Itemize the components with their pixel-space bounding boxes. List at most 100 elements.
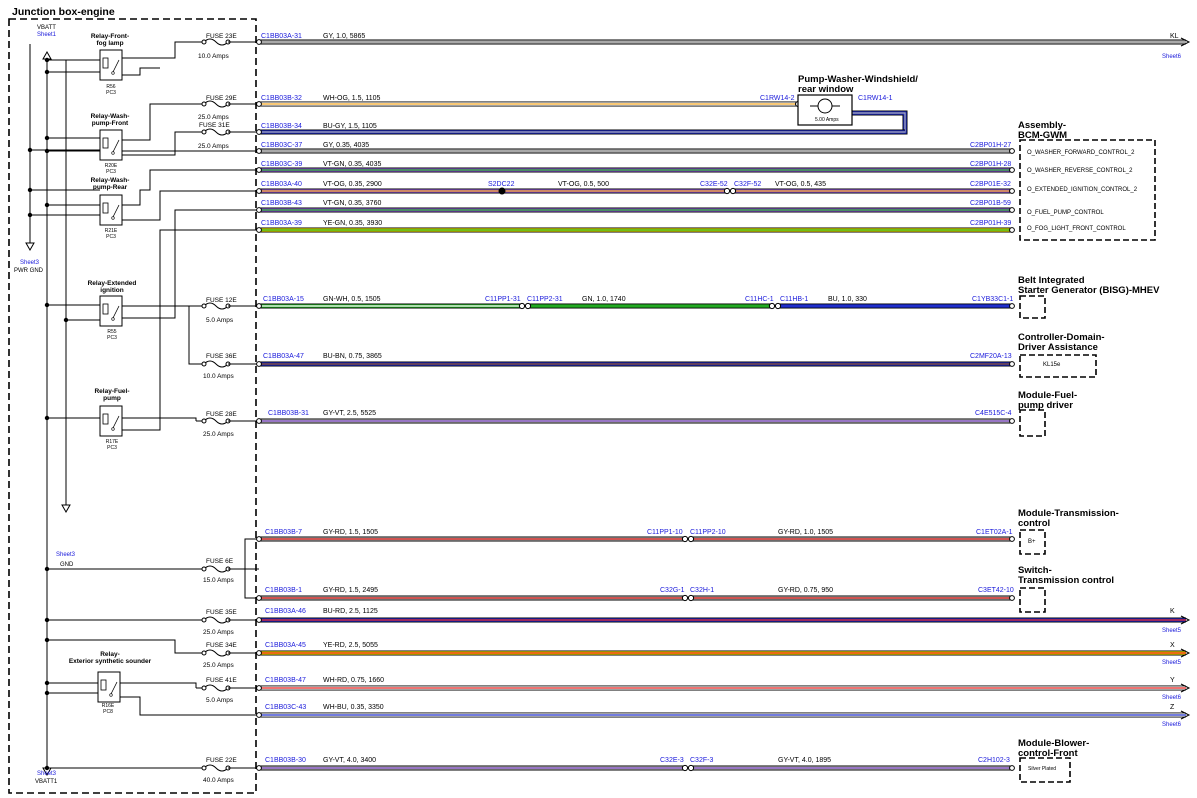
wire-15-spec: WH-RD, 0.75, 1660 bbox=[323, 677, 384, 684]
wire-11-mid-conn-b[interactable]: C11PP2-10 bbox=[690, 529, 726, 536]
wire-16-sheet[interactable]: Sheet6 bbox=[1162, 722, 1182, 728]
wire-10-end-conn[interactable]: C4E515C-4 bbox=[975, 410, 1012, 417]
wire-4-spec: VT-GN, 0.35, 4035 bbox=[323, 161, 381, 168]
pump-return-outline bbox=[852, 110, 908, 135]
relay-fuel-ref: R17E bbox=[106, 439, 119, 445]
wire-13-sheet[interactable]: Sheet5 bbox=[1162, 628, 1182, 634]
fuse-6-pin-l bbox=[201, 566, 207, 572]
wire-9-end-conn[interactable]: C2MF20A-13 bbox=[970, 353, 1012, 360]
wire-1-end-conn[interactable]: C1RW14-2 bbox=[760, 95, 795, 102]
wire-0-spec: GY, 1.0, 5865 bbox=[323, 33, 365, 40]
wire-15-sheet[interactable]: Sheet6 bbox=[1162, 695, 1182, 701]
relay-washf-name-2: pump-Front bbox=[92, 120, 129, 127]
wire-5-conn[interactable]: C1BB03A-40 bbox=[261, 181, 302, 188]
rail-junction-5 bbox=[27, 187, 33, 193]
wire-2-end-conn[interactable]: C1RW14-1 bbox=[858, 95, 893, 102]
wire-2-conn[interactable]: C1BB03B-34 bbox=[261, 123, 302, 130]
wire-6-conn[interactable]: C1BB03B-43 bbox=[261, 200, 302, 207]
cdda-title-1: Controller-Domain- bbox=[1018, 332, 1105, 343]
wire-11-mid-conn-a[interactable]: C11PP1-10 bbox=[647, 529, 683, 536]
wire-7-conn[interactable]: C1BB03A-39 bbox=[261, 220, 302, 227]
wire-12-conn[interactable]: C1BB03B-1 bbox=[265, 587, 302, 594]
wire-13-conn[interactable]: C1BB03A-46 bbox=[265, 608, 306, 615]
wire-8-start-terminal bbox=[256, 303, 262, 309]
relay-4-body bbox=[99, 405, 123, 437]
wire-5-mid-conn-b[interactable]: C32F-52 bbox=[734, 181, 761, 188]
vbatt1-sheet-link[interactable]: Sheet3 bbox=[37, 771, 57, 777]
wire-0-sheet[interactable]: Sheet6 bbox=[1162, 54, 1182, 60]
blower-title-1: Module-Blower- bbox=[1018, 738, 1089, 749]
wire-10-start-terminal bbox=[256, 418, 262, 424]
wire-10-end-terminal bbox=[1009, 418, 1015, 424]
fuse-10-element bbox=[203, 764, 229, 772]
wire-0-conn[interactable]: C1BB03A-31 bbox=[261, 33, 302, 40]
gnd-sheet-link[interactable]: Sheet3 bbox=[56, 552, 76, 558]
wire-8-mid2-conn-a[interactable]: C11HC-1 bbox=[745, 296, 774, 303]
wire-3-end-conn[interactable]: C2BP01H-27 bbox=[970, 142, 1011, 149]
wire-14-conn[interactable]: C1BB03A-45 bbox=[265, 642, 306, 649]
wire-6-end-conn[interactable]: C2BP01B-59 bbox=[970, 200, 1011, 207]
wire-16-conn[interactable]: C1BB03C-43 bbox=[265, 704, 306, 711]
fuse-28e-rating: 25.0 Amps bbox=[203, 431, 234, 438]
fuse-31e-name: FUSE 31E bbox=[199, 122, 230, 129]
tcm-title-1: Module-Transmission- bbox=[1018, 508, 1119, 519]
relay-2-contact bbox=[112, 204, 120, 218]
relay-washf-name-1: Relay-Wash- bbox=[91, 113, 130, 120]
wire-8-mid2-conn-b[interactable]: C11HB-1 bbox=[780, 296, 808, 303]
wire-11-inline-0-a bbox=[681, 535, 689, 543]
fuse-2-pin-l bbox=[201, 129, 207, 135]
rail-wire-13 bbox=[122, 169, 259, 206]
wire-8-inline-1-b bbox=[774, 302, 782, 310]
wire-5-splice[interactable]: S2DC22 bbox=[488, 181, 515, 188]
wire-17-mid-conn-a[interactable]: C32E-3 bbox=[660, 757, 684, 764]
rail-wire-21 bbox=[122, 417, 197, 421]
wire-14-sheet[interactable]: Sheet5 bbox=[1162, 660, 1182, 666]
bcm-pin-4: O_FOG_LIGHT_FRONT_CONTROL bbox=[1027, 226, 1126, 232]
fuse-29e-name: FUSE 29E bbox=[206, 95, 237, 102]
pwr-gnd-sheet-link[interactable]: Sheet3 bbox=[20, 260, 40, 266]
wire-12-end-conn[interactable]: C3ET42-10 bbox=[978, 587, 1014, 594]
wire-4-conn[interactable]: C1BB03C-39 bbox=[261, 161, 302, 168]
wire-11-end-conn[interactable]: C1ET02A-1 bbox=[976, 529, 1013, 536]
wire-9-conn[interactable]: C1BB03A-47 bbox=[263, 353, 304, 360]
wire-8-end-conn[interactable]: C1YB33C1-1 bbox=[972, 296, 1013, 303]
relay-washr-name-2: pump-Rear bbox=[93, 184, 128, 191]
wire-17-end-conn[interactable]: C2H102-3 bbox=[978, 757, 1010, 764]
relay-extign-name-2: ignition bbox=[100, 287, 123, 294]
wire-17-mid-conn-b[interactable]: C32F-3 bbox=[690, 757, 713, 764]
cdda-title-2: Driver Assistance bbox=[1018, 342, 1098, 353]
wire-14-spec: YE-RD, 2.5, 5055 bbox=[323, 642, 378, 649]
fuse-9-element bbox=[203, 684, 229, 692]
rail-junction-4 bbox=[44, 202, 50, 208]
wire-8-mid-conn-b[interactable]: C11PP2-31 bbox=[527, 296, 563, 303]
wire-11-spec: GY-RD, 1.5, 1505 bbox=[323, 529, 378, 536]
tsw-title-1: Switch- bbox=[1018, 565, 1052, 576]
rail-wire-9 bbox=[122, 103, 196, 141]
wire-13-end-arrow bbox=[1180, 615, 1191, 625]
wire-4-end-conn[interactable]: C2BP01H-28 bbox=[970, 161, 1011, 168]
wire-17-conn[interactable]: C1BB03B-30 bbox=[265, 757, 306, 764]
wire-5-mid-spec: VT-OG, 0.5, 500 bbox=[558, 181, 609, 188]
wire-1-conn[interactable]: C1BB03B-32 bbox=[261, 95, 302, 102]
wire-3-conn[interactable]: C1BB03C-37 bbox=[261, 142, 302, 149]
relay-extign-pos: PC3 bbox=[107, 335, 117, 341]
vbatt-sheet-link[interactable]: Sheet1 bbox=[37, 32, 57, 38]
relay-washf-ref: R20E bbox=[105, 163, 118, 169]
wire-5-end-conn[interactable]: C2BP01E-32 bbox=[970, 181, 1011, 188]
wire-8-mid-spec: GN, 1.0, 1740 bbox=[582, 296, 626, 303]
wire-8-mid-conn-a[interactable]: C11PP1-31 bbox=[485, 296, 521, 303]
fuse-34e-name: FUSE 34E bbox=[206, 642, 237, 649]
wire-15-conn[interactable]: C1BB03B-47 bbox=[265, 677, 306, 684]
fuse-41e-name: FUSE 41E bbox=[206, 677, 237, 684]
cdda-box bbox=[1019, 354, 1097, 378]
wire-11-conn[interactable]: C1BB03B-7 bbox=[265, 529, 302, 536]
wire-7-end-conn[interactable]: C2BP01H-39 bbox=[970, 220, 1011, 227]
wire-12-mid-conn-b[interactable]: C32H-1 bbox=[690, 587, 714, 594]
bcm-pin-0: O_WASHER_FORWARD_CONTROL_2 bbox=[1027, 150, 1135, 156]
wire-8-conn[interactable]: C1BB03A-15 bbox=[263, 296, 304, 303]
wire-16-end-arrow bbox=[1180, 710, 1191, 720]
wire-12-mid-conn-a[interactable]: C32G-1 bbox=[660, 587, 685, 594]
wire-17-end-terminal bbox=[1009, 765, 1015, 771]
wire-5-mid-conn-a[interactable]: C32E-52 bbox=[700, 181, 728, 188]
wire-10-conn[interactable]: C1BB03B-31 bbox=[268, 410, 309, 417]
